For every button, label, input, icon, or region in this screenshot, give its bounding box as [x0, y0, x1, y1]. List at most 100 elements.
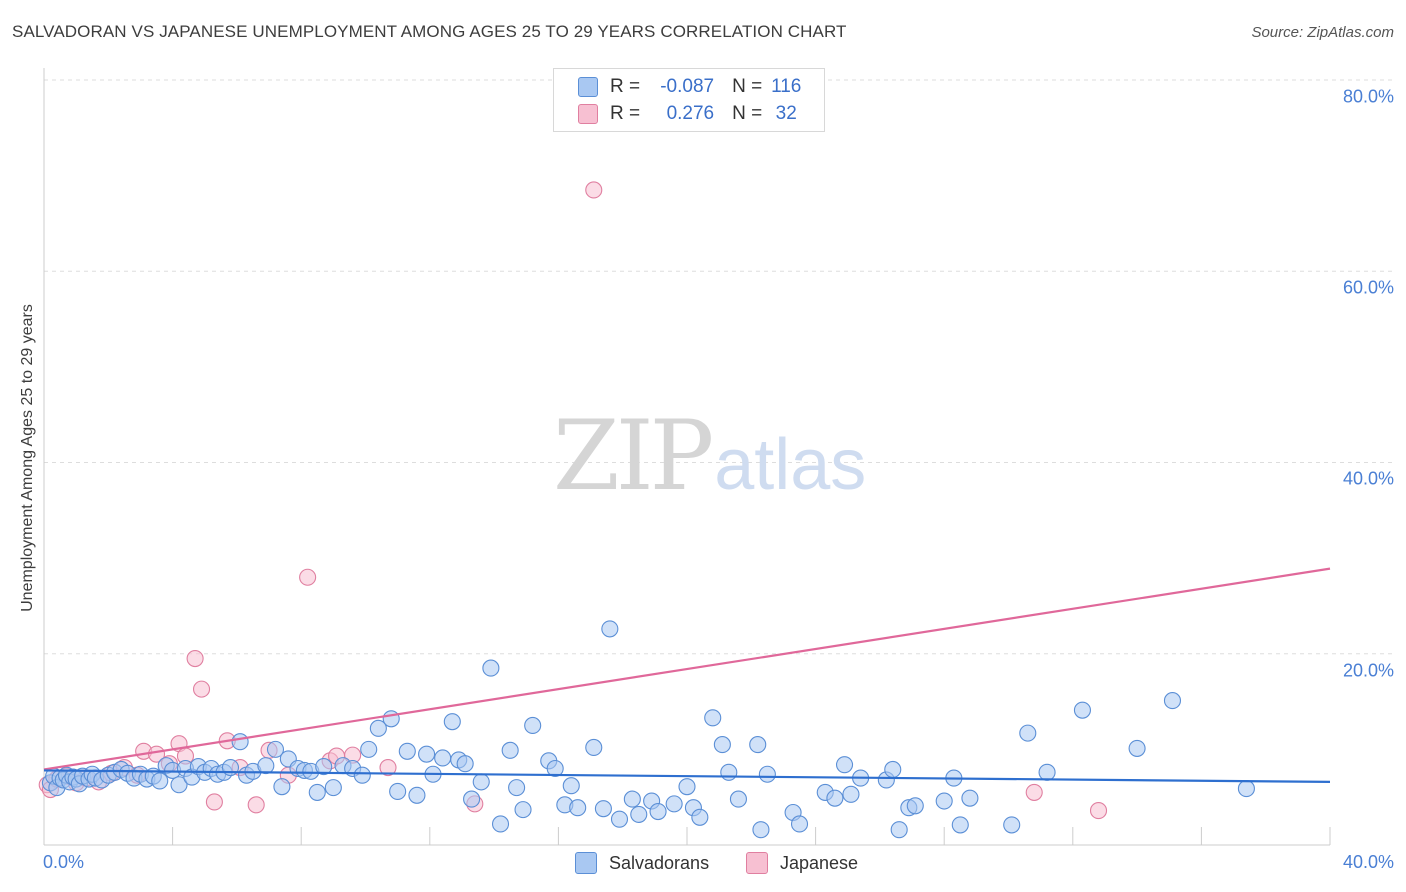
salvadoran-point: [1073, 701, 1091, 719]
japanese-point: [379, 758, 397, 777]
r-label: R =: [610, 76, 641, 97]
salvadorans-legend-swatch: [575, 852, 597, 874]
salvadoran-point: [1128, 739, 1146, 757]
salvadoran-point: [758, 765, 776, 783]
salvadoran-point: [273, 778, 291, 796]
salvadoran-point: [884, 760, 902, 779]
y-tick-label: 40.0%: [1342, 468, 1394, 489]
japanese-point: [205, 793, 223, 811]
salvadoran-point: [324, 779, 342, 797]
salvadoran-point: [713, 736, 731, 754]
r-value: -0.087: [660, 76, 715, 97]
salvadoran-point: [382, 710, 400, 728]
legend-row-salvadorans: R = -0.087 N = 116: [578, 75, 810, 99]
salvadoran-point: [720, 763, 738, 781]
salvadoran-point: [398, 742, 416, 760]
bottom-legend-japanese[interactable]: Japanese: [746, 852, 858, 874]
salvadoran-point: [729, 790, 747, 808]
salvadoran-point: [418, 745, 436, 763]
salvadoran-point: [369, 719, 387, 737]
salvadoran-point: [508, 779, 526, 797]
salvadoran-point: [360, 740, 378, 758]
japanese-point: [299, 568, 317, 586]
r-label: R =: [610, 103, 641, 124]
salvadoran-point: [623, 790, 641, 808]
salvadoran-trend-line: [43, 769, 1331, 783]
n-label: N =: [732, 76, 763, 97]
salvadoran-point: [443, 713, 461, 731]
salvadoran-point: [1237, 780, 1255, 798]
salvadoran-point: [961, 789, 979, 807]
japanese-trend-line: [43, 567, 1331, 771]
salvadoran-point: [1003, 816, 1021, 834]
japanese-point: [192, 680, 211, 698]
salvadoran-point: [514, 801, 532, 819]
salvadoran-point: [749, 736, 767, 754]
n-label: N =: [732, 103, 763, 124]
salvadoran-point: [678, 778, 696, 796]
legend-row-japanese: R = 0.276 N = 32: [578, 102, 810, 126]
salvadoran-point: [601, 620, 619, 638]
x-tick-label-min: 0.0%: [43, 852, 85, 872]
chart-title: SALVADORAN VS JAPANESE UNEMPLOYMENT AMON…: [12, 22, 847, 41]
y-tick-label: 20.0%: [1342, 660, 1394, 681]
n-value: 116: [771, 76, 802, 97]
salvadoran-point: [501, 741, 519, 759]
salvadoran-point: [151, 772, 169, 790]
n-value: 32: [775, 103, 797, 124]
salvadoran-point: [630, 805, 648, 823]
bottom-legend-salvadorans[interactable]: Salvadorans: [575, 852, 709, 874]
watermark: ZIPatlas: [553, 400, 866, 512]
salvadoran-point: [491, 815, 510, 833]
salvadoran-point: [257, 757, 275, 775]
correlation-legend: R = -0.087 N = 116 R = 0.276 N = 32: [553, 68, 825, 132]
salvadoran-point: [1019, 724, 1037, 742]
japanese-legend-swatch: [746, 852, 768, 874]
salvadoran-point: [890, 821, 908, 839]
salvadoran-point: [1038, 763, 1056, 781]
grid-lines: [44, 79, 1392, 655]
salvadoran-point: [463, 790, 481, 808]
trend-lines: [43, 567, 1331, 783]
salvadoran-point: [353, 766, 371, 784]
axes: [43, 68, 1331, 846]
salvadoran-point: [704, 709, 722, 727]
salvadoran-point: [308, 783, 326, 801]
salvadoran-point: [752, 821, 770, 839]
salvadoran-point: [935, 792, 953, 810]
salvadoran-point: [951, 816, 969, 834]
salvadoran-point: [524, 716, 542, 735]
japanese-swatch: [578, 104, 598, 124]
salvadoran-point: [790, 815, 809, 833]
salvadorans-legend-label: Salvadorans: [609, 852, 710, 873]
salvadoran-point: [610, 810, 629, 828]
source-label: Source: ZipAtlas.com: [1251, 24, 1394, 41]
salvadoran-point: [456, 755, 474, 773]
r-value: 0.276: [666, 103, 715, 124]
salvadoran-point: [389, 782, 407, 801]
salvadoran-point: [266, 740, 285, 758]
watermark-zip: ZIP: [553, 400, 714, 512]
salvadoran-point: [835, 756, 854, 774]
salvadoran-point: [665, 795, 683, 813]
y-axis-label: Unemployment Among Ages 25 to 29 years: [19, 304, 36, 612]
salvadoran-point: [562, 777, 580, 795]
salvadoran-points: [41, 620, 1255, 839]
salvadorans-swatch: [578, 77, 598, 97]
y-tick-label: 60.0%: [1342, 277, 1394, 298]
japanese-legend-label: Japanese: [780, 852, 859, 873]
salvadoran-point: [585, 738, 603, 757]
salvadoran-point: [569, 799, 587, 817]
salvadoran-point: [906, 797, 924, 815]
watermark-atlas: atlas: [714, 425, 867, 505]
salvadoran-point: [1163, 692, 1182, 710]
salvadoran-point: [315, 758, 333, 776]
japanese-point: [1089, 802, 1108, 820]
salvadoran-point: [594, 800, 612, 818]
salvadoran-point: [408, 786, 426, 804]
salvadoran-point: [434, 749, 452, 767]
salvadoran-point: [170, 776, 188, 794]
salvadoran-point: [842, 785, 860, 803]
salvadoran-point: [546, 759, 564, 778]
salvadoran-point: [649, 802, 667, 821]
